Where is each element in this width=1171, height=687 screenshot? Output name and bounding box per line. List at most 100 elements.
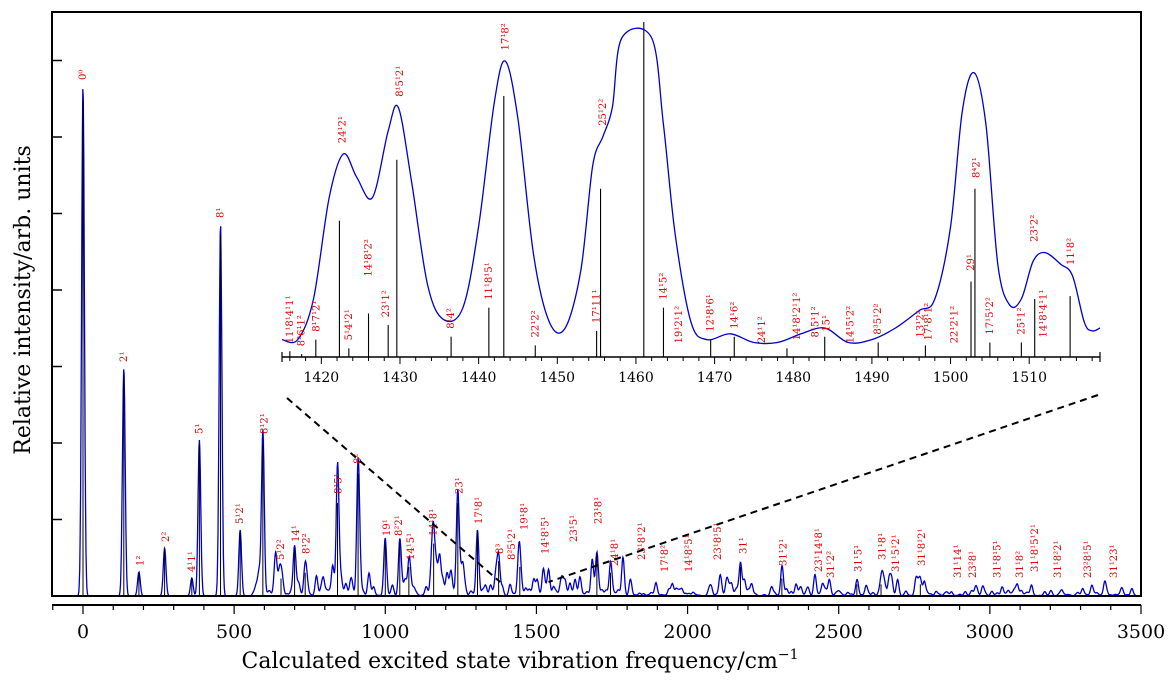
peak-label: 23²8¹5¹ bbox=[1083, 541, 1094, 578]
peak-label: 31¹23¹ bbox=[1109, 545, 1120, 578]
peak-label: 31¹8¹5¹ bbox=[992, 541, 1003, 578]
inset-peak-label: 14¹5¹2² bbox=[846, 306, 857, 343]
inset-peak-label: 29¹ bbox=[966, 254, 977, 271]
inset-peak-label: 8⁴2¹ bbox=[972, 157, 983, 178]
x-tick-label: 3000 bbox=[966, 621, 1014, 643]
inset-peak-label: 19¹2¹1² bbox=[674, 306, 685, 343]
inset-peak-label: 14¹5² bbox=[658, 273, 669, 300]
peak-label: 31¹8²2¹ bbox=[1053, 541, 1064, 578]
x-tick-label: 2000 bbox=[663, 621, 711, 643]
peak-label: 14¹ bbox=[291, 525, 302, 542]
peak-label: 5¹2² bbox=[276, 539, 287, 560]
peak-label: 31¹8¹5¹2¹ bbox=[1030, 524, 1041, 572]
peak-label: 31¹5¹ bbox=[853, 545, 864, 572]
x-tick-label: 2500 bbox=[815, 621, 863, 643]
inset-peak-label: 17¹5¹2² bbox=[985, 297, 996, 334]
peak-label: 8²2¹ bbox=[394, 515, 405, 536]
inset-peak-label: 8³5¹2² bbox=[873, 303, 884, 334]
peak-label: 8¹ bbox=[216, 208, 227, 218]
peak-label: 1² bbox=[135, 556, 146, 566]
peak-label: 19¹ bbox=[382, 519, 393, 536]
peak-label: 5¹ bbox=[194, 424, 205, 434]
inset-peak-label: 24¹1² bbox=[757, 316, 768, 343]
inset-peak-label: 12¹8¹6¹ bbox=[706, 294, 717, 331]
inset-peak-label: 8²6¹1² bbox=[297, 315, 308, 346]
peak-label: 23¹8¹5¹ bbox=[713, 523, 724, 560]
inset-peak-label: 14¹8¹2² bbox=[364, 239, 375, 276]
peak-label: 8³ bbox=[495, 544, 506, 554]
peak-label: 8¹2² bbox=[302, 533, 313, 554]
peak-label: 31¹8¹2¹ bbox=[917, 529, 928, 566]
plot-frame bbox=[51, 11, 1142, 597]
x-tick-label: 1000 bbox=[361, 621, 409, 643]
peak-label: 8² bbox=[353, 454, 364, 464]
inset-peak-label: 14¹8¹4¹1¹ bbox=[1038, 290, 1049, 338]
inset-tick-label: 1440 bbox=[461, 370, 497, 386]
inset-peak-label: 5¹4¹2¹ bbox=[344, 309, 355, 340]
axes-layer: 0 500 1000 1500 2000 2500 3000 3500 bbox=[51, 11, 1165, 643]
peak-label: 14¹5¹ bbox=[406, 533, 417, 560]
peak-label: 31¹2² bbox=[826, 551, 837, 578]
peak-label: 2¹ bbox=[119, 352, 130, 362]
inset-tick-label: 1470 bbox=[697, 370, 733, 386]
peak-label: 4¹1¹ bbox=[187, 551, 198, 572]
peak-label: 31¹14¹ bbox=[953, 545, 964, 578]
inset-peak-label: 22¹2² bbox=[530, 310, 541, 337]
peak-label: 17¹8² bbox=[660, 545, 671, 572]
peak-label: 19¹8¹ bbox=[519, 503, 530, 530]
peak-label: 14¹8¹ bbox=[429, 509, 440, 536]
peak-label: 23¹ bbox=[454, 477, 465, 494]
peak-label: 8¹2¹ bbox=[259, 413, 270, 434]
main-plot-area: 0⁰ 2¹ 1² 2² 4¹1¹ 5¹ 8¹ 5¹2¹ 8¹2¹ 5¹2² 14¹ 8¹2² 8¹5¹ 8… bbox=[76, 70, 1140, 597]
inset-peak-label: 8¹5¹2¹ bbox=[395, 66, 406, 97]
inset-peak-label: 22¹2¹1² bbox=[949, 306, 960, 343]
inset-peak-label: 11¹8² bbox=[1066, 238, 1077, 265]
peak-label: 23¹14¹8¹ bbox=[814, 528, 825, 572]
inset-peak-label: 8¹4² bbox=[446, 308, 457, 329]
x-tick-label: 0 bbox=[77, 621, 89, 643]
x-tick-label: 500 bbox=[216, 621, 252, 643]
inset-tick-label: 1500 bbox=[933, 370, 969, 386]
y-axis-title: Relative intensity/arb. units bbox=[11, 145, 36, 455]
inset-peak-label: 11¹8¹4¹1¹ bbox=[285, 295, 296, 343]
inset-peak-label: 14¹8¹2¹1² bbox=[792, 293, 803, 341]
inset-peak-label: 17¹8¹1² bbox=[924, 303, 935, 340]
inset-background bbox=[282, 22, 1100, 387]
inset-peak-label: 17¹8² bbox=[500, 23, 511, 50]
peak-label: 0⁰ bbox=[78, 70, 89, 80]
x-tick-label: 3500 bbox=[1117, 621, 1165, 643]
peak-label: 14¹8²5¹ bbox=[684, 535, 695, 572]
inset-tick-label: 1460 bbox=[618, 370, 654, 386]
inset-peak-label: 24¹2¹ bbox=[338, 116, 349, 143]
inset-peak-label: 14¹6² bbox=[729, 302, 740, 329]
inset-tick-label: 1450 bbox=[539, 370, 575, 386]
inset-peak-label: 23¹1² bbox=[381, 290, 392, 317]
peak-label: 8¹5¹ bbox=[333, 473, 344, 494]
peak-label: 17¹8¹ bbox=[474, 497, 485, 524]
x-axis-title: Calculated excited state vibration frequ… bbox=[242, 647, 799, 674]
inset-envelope-line bbox=[281, 27, 1101, 345]
peak-label: 14¹8¹5¹ bbox=[540, 517, 551, 554]
zoom-connector-right bbox=[548, 394, 1099, 583]
peak-label: 31¹2¹ bbox=[779, 539, 790, 566]
peak-label: 23²8¹ bbox=[968, 551, 979, 578]
inset-peak-label: 23¹2² bbox=[1030, 215, 1041, 242]
peak-label: 31¹8² bbox=[1015, 551, 1026, 578]
peak-label: 2² bbox=[161, 532, 172, 542]
inset-peak-label: 15¹ bbox=[821, 315, 832, 332]
inset-peak-label: 25¹1² bbox=[1016, 307, 1027, 334]
inset-tick-label: 1420 bbox=[304, 370, 340, 386]
peak-label: 23¹8¹2¹ bbox=[637, 523, 648, 560]
inset-plot-area: 1420 1430 1440 1450 1460 1470 1480 1490 1500 1510… bbox=[281, 22, 1101, 387]
peak-label: 31¹8¹ bbox=[878, 533, 889, 560]
inset-tick-label: 1490 bbox=[854, 370, 890, 386]
inset-tick-label: 1510 bbox=[1011, 370, 1047, 386]
zoom-connector-left bbox=[286, 397, 501, 583]
inset-tick-label: 1480 bbox=[775, 370, 811, 386]
inset-peak-label: 8¹5¹1² bbox=[810, 306, 821, 337]
inset-peak-label: 17¹11¹ bbox=[592, 290, 603, 323]
peak-label: 8²5¹2¹ bbox=[507, 529, 518, 560]
inset-tick-label: 1430 bbox=[382, 370, 418, 386]
